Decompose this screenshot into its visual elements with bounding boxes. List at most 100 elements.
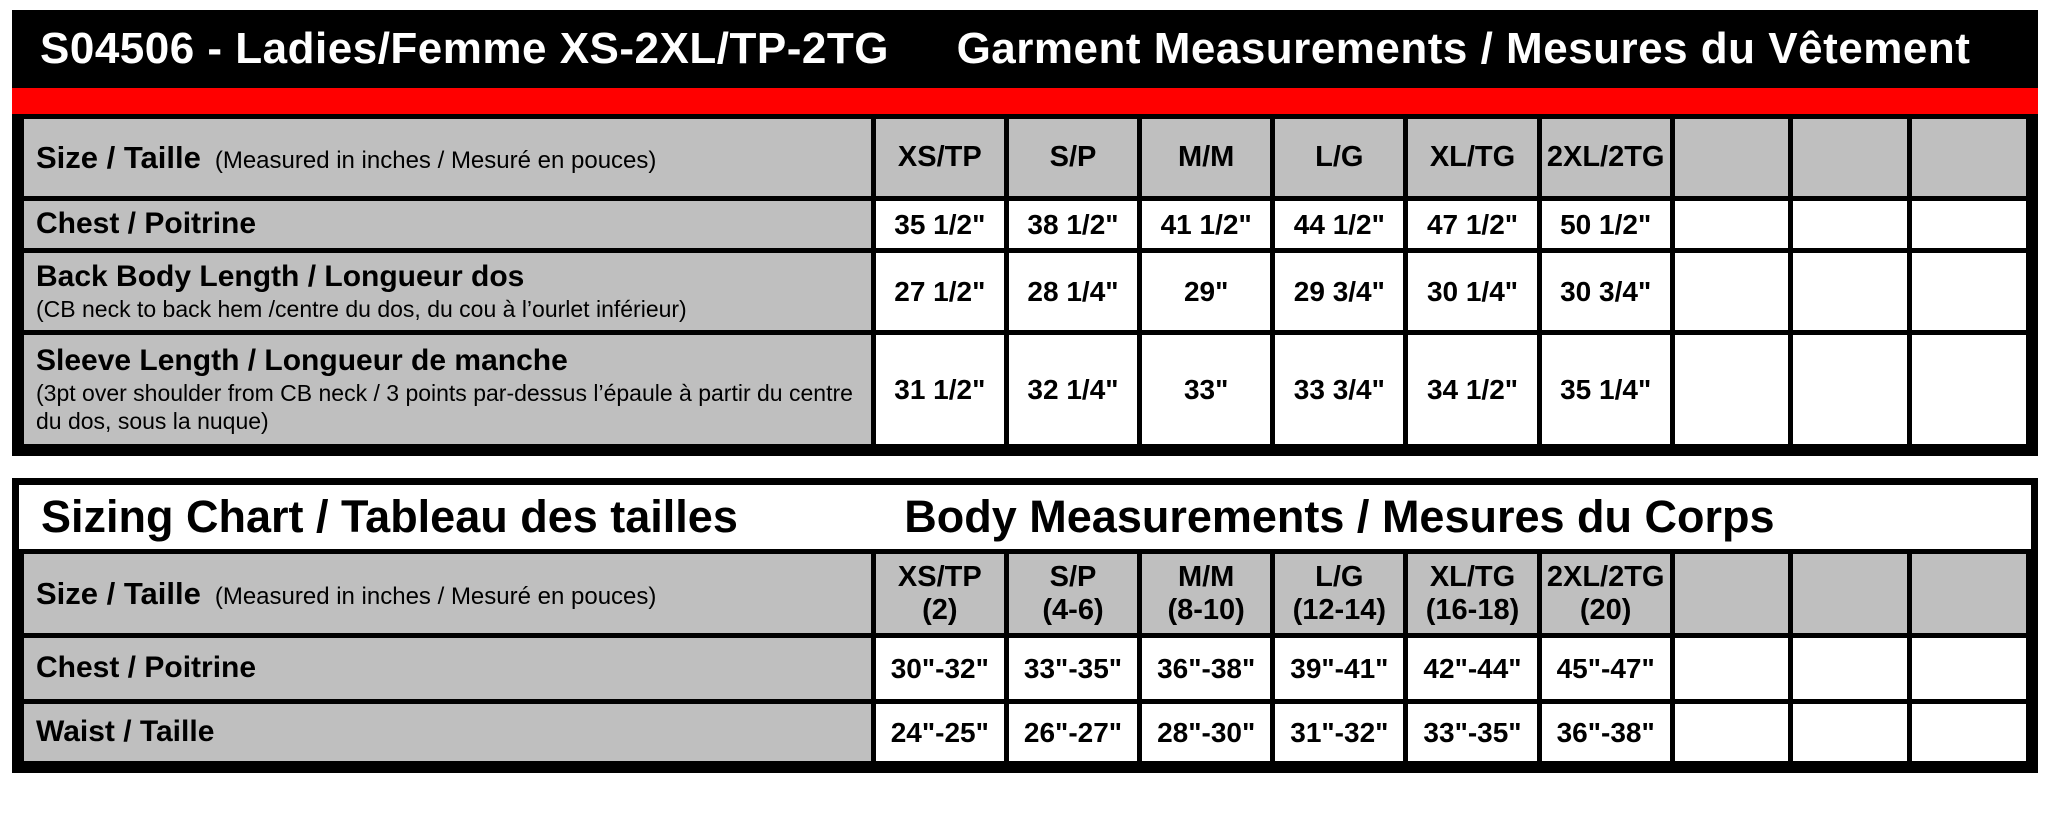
empty-value-cell — [1788, 330, 1913, 449]
empty-value-cell — [1907, 699, 2031, 766]
measurement-value-cell: 35 1/4" — [1536, 330, 1675, 449]
size-name: XL/TG — [1429, 560, 1516, 593]
measurement-value-cell: 35 1/2" — [870, 196, 1009, 253]
sleeve-length-row: Sleeve Length / Longueur de manche (3pt … — [19, 330, 2031, 449]
garment-grid: Size / Taille (Measured in inches / Mesur… — [12, 114, 2038, 456]
row-note: (3pt over shoulder from CB neck / 3 poin… — [36, 379, 853, 434]
measurement-value-cell: 32 1/4" — [1003, 330, 1143, 449]
measurement-value-cell: 28"-30" — [1137, 699, 1276, 766]
empty-value-cell — [1907, 248, 2031, 335]
size-name: XS/TP — [897, 560, 982, 593]
empty-header-cell — [1907, 549, 2031, 638]
size-range: (16-18) — [1425, 593, 1520, 626]
empty-value-cell — [1788, 248, 1913, 335]
size-header-label-cell: Size / Taille (Measured in inches / Mesur… — [19, 114, 876, 201]
size-col-header: L/G (12-14) — [1270, 549, 1409, 638]
size-col-header: L/G — [1270, 114, 1409, 201]
size-label: Size / Taille — [36, 575, 201, 611]
empty-header-cell — [1788, 114, 1913, 201]
row-label: Back Body Length / Longueur dos — [36, 260, 525, 294]
measurement-value-cell: 31 1/2" — [870, 330, 1009, 449]
empty-header-cell — [1907, 114, 2031, 201]
measurement-value-cell: 33"-35" — [1003, 633, 1143, 704]
measurement-value-cell: 36"-38" — [1137, 633, 1276, 704]
measurement-value-cell: 34 1/2" — [1403, 330, 1542, 449]
row-label: Sleeve Length / Longueur de manche — [36, 344, 568, 378]
measurement-value-cell: 33"-35" — [1403, 699, 1542, 766]
red-accent-bar — [12, 88, 2038, 114]
product-code-title: S04506 - Ladies/Femme XS-2XL/TP-2TG — [40, 24, 889, 73]
size-col-header: XS/TP — [870, 114, 1009, 201]
row-label-cell: Chest / Poitrine — [19, 196, 876, 253]
sizing-chart-title: Sizing Chart / Tableau des tailles — [41, 491, 738, 542]
empty-value-cell — [1907, 633, 2031, 704]
empty-value-cell — [1788, 196, 1913, 253]
size-range: (12-14) — [1292, 593, 1387, 626]
empty-value-cell — [1669, 248, 1794, 335]
measurement-value-cell: 29 3/4" — [1270, 248, 1409, 335]
measurement-value-cell: 28 1/4" — [1003, 248, 1143, 335]
measurement-value-cell: 33 3/4" — [1270, 330, 1409, 449]
measurement-value-cell: 39"-41" — [1270, 633, 1409, 704]
empty-value-cell — [1669, 633, 1794, 704]
measurement-value-cell: 47 1/2" — [1403, 196, 1542, 253]
sizing-document: S04506 - Ladies/Femme XS-2XL/TP-2TG Garm… — [12, 10, 2038, 773]
measurement-value-cell: 42"-44" — [1403, 633, 1542, 704]
body-measurements-title: Body Measurements / Mesures du Corps — [904, 491, 1775, 542]
size-range: (4-6) — [1042, 593, 1104, 626]
row-label-cell: Sleeve Length / Longueur de manche (3pt … — [19, 330, 876, 449]
size-label: Size / Taille — [36, 139, 201, 175]
garment-table-section: S04506 - Ladies/Femme XS-2XL/TP-2TG Garm… — [12, 10, 2038, 456]
measurement-value-cell: 44 1/2" — [1270, 196, 1409, 253]
empty-value-cell — [1788, 633, 1913, 704]
empty-header-cell — [1669, 549, 1794, 638]
size-col-header: XL/TG (16-18) — [1403, 549, 1542, 638]
row-label-cell: Waist / Taille — [19, 699, 876, 766]
sizing-chart-section: Sizing Chart / Tableau des tailles Body … — [12, 478, 2038, 773]
size-header-label-cell: Size / Taille (Measured in inches / Mesur… — [19, 549, 876, 638]
measurement-value-cell: 29" — [1137, 248, 1276, 335]
empty-header-cell — [1669, 114, 1794, 201]
size-unit-note: (Measured in inches / Mesuré en pouces) — [214, 146, 657, 174]
measurement-value-cell: 45"-47" — [1536, 633, 1675, 704]
garment-measurements-table: Size / Taille (Measured in inches / Mesur… — [19, 114, 2031, 449]
measurement-value-cell: 38 1/2" — [1003, 196, 1143, 253]
measurement-value-cell: 33" — [1137, 330, 1276, 449]
measurement-value-cell: 27 1/2" — [870, 248, 1009, 335]
empty-value-cell — [1669, 196, 1794, 253]
chest-row: Chest / Poitrine 35 1/2" 38 1/2" 41 1/2"… — [19, 196, 2031, 253]
row-note: (CB neck to back hem /centre du dos, du … — [36, 295, 687, 322]
size-header-row: Size / Taille (Measured in inches / Mesur… — [19, 114, 2031, 201]
measurement-value-cell: 30 3/4" — [1536, 248, 1675, 335]
body-measurements-table: Size / Taille (Measured in inches / Mesur… — [19, 549, 2031, 766]
sizing-chart-title-bar: Sizing Chart / Tableau des tailles Body … — [19, 485, 2031, 549]
size-col-header: S/P (4-6) — [1003, 549, 1143, 638]
back-body-length-row: Back Body Length / Longueur dos (CB neck… — [19, 248, 2031, 335]
empty-value-cell — [1669, 330, 1794, 449]
row-label: Chest / Poitrine — [36, 207, 257, 241]
size-name: L/G — [1315, 560, 1364, 593]
measurement-value-cell: 31"-32" — [1270, 699, 1409, 766]
size-col-header: XS/TP (2) — [870, 549, 1009, 638]
measurement-value-cell: 26"-27" — [1003, 699, 1143, 766]
measurement-value-cell: 30"-32" — [870, 633, 1009, 704]
size-col-header: XL/TG — [1403, 114, 1542, 201]
garment-measurements-title: Garment Measurements / Mesures du Vêteme… — [956, 24, 1971, 73]
size-col-header: 2XL/2TG — [1536, 114, 1675, 201]
empty-value-cell — [1907, 330, 2031, 449]
size-header-row: Size / Taille (Measured in inches / Mesur… — [19, 549, 2031, 638]
size-col-header: 2XL/2TG (20) — [1536, 549, 1675, 638]
size-name: 2XL/2TG — [1546, 560, 1665, 593]
size-col-header: S/P — [1003, 114, 1143, 201]
measurement-value-cell: 50 1/2" — [1536, 196, 1675, 253]
empty-value-cell — [1907, 196, 2031, 253]
measurement-value-cell: 41 1/2" — [1137, 196, 1276, 253]
measurement-value-cell: 30 1/4" — [1403, 248, 1542, 335]
empty-header-cell — [1788, 549, 1913, 638]
measurement-value-cell: 24"-25" — [870, 699, 1009, 766]
size-unit-note: (Measured in inches / Mesuré en pouces) — [214, 582, 657, 610]
waist-row: Waist / Taille 24"-25" 26"-27" 28"-30" 3… — [19, 699, 2031, 766]
garment-table-title-bar: S04506 - Ladies/Femme XS-2XL/TP-2TG Garm… — [12, 10, 2038, 88]
size-name: M/M — [1177, 560, 1235, 593]
row-label-cell: Chest / Poitrine — [19, 633, 876, 704]
